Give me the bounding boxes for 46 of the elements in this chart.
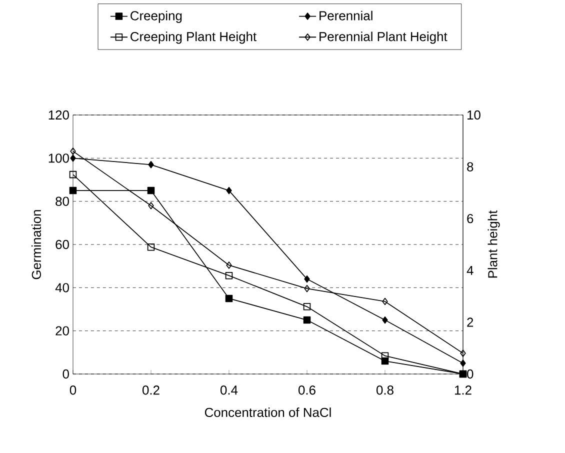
y2-tick-label: 4	[466, 266, 474, 275]
x-tick-label: 0.6	[298, 386, 316, 395]
point	[225, 294, 233, 302]
y-tick-label: 20	[56, 326, 69, 336]
point	[303, 303, 311, 310]
point	[70, 154, 76, 162]
point	[226, 262, 232, 269]
point	[226, 186, 232, 194]
y-tick-label: 0	[62, 369, 69, 379]
legend-label: Creeping	[130, 10, 182, 23]
y2-axis-title: Plant height	[488, 210, 500, 278]
y-tick-label: 40	[55, 283, 69, 292]
x-tick-label: 1.2	[454, 386, 472, 395]
x-tick-label: 0.2	[142, 386, 160, 395]
legend-label: Creeping Plant Height	[130, 32, 256, 44]
y-axis-title: Germination	[32, 210, 42, 280]
point	[148, 161, 154, 168]
point	[69, 186, 77, 194]
y-tick-label: 80	[56, 196, 69, 206]
y2-tick-label: 8	[467, 162, 474, 172]
point	[382, 316, 388, 324]
point	[147, 186, 155, 194]
y2-tick-label: 0	[467, 369, 474, 379]
point	[381, 352, 389, 360]
y2-tick-label: 10	[468, 110, 480, 120]
point	[304, 275, 310, 283]
legend-label: Perennial	[320, 10, 372, 20]
point	[147, 243, 155, 251]
x-axis-title: Concentration of NaCl	[204, 408, 331, 418]
y-tick-label: 120	[48, 110, 69, 120]
point	[70, 148, 76, 155]
point	[460, 350, 466, 357]
legend-label: Perennial Plant Height	[320, 32, 448, 44]
point	[304, 284, 310, 292]
point	[303, 316, 311, 324]
point	[382, 298, 388, 306]
y2-tick-label: 6	[467, 214, 474, 224]
x-tick-label: 0.4	[220, 386, 238, 395]
point	[225, 272, 233, 280]
y-tick-label: 60	[56, 240, 69, 250]
point	[148, 202, 154, 210]
y2-tick-label: 2	[467, 318, 474, 327]
x-tick-label: 0.8	[376, 386, 394, 395]
x-tick-label: 0	[70, 386, 76, 395]
point	[69, 170, 77, 178]
y-tick-label: 100	[48, 154, 69, 163]
